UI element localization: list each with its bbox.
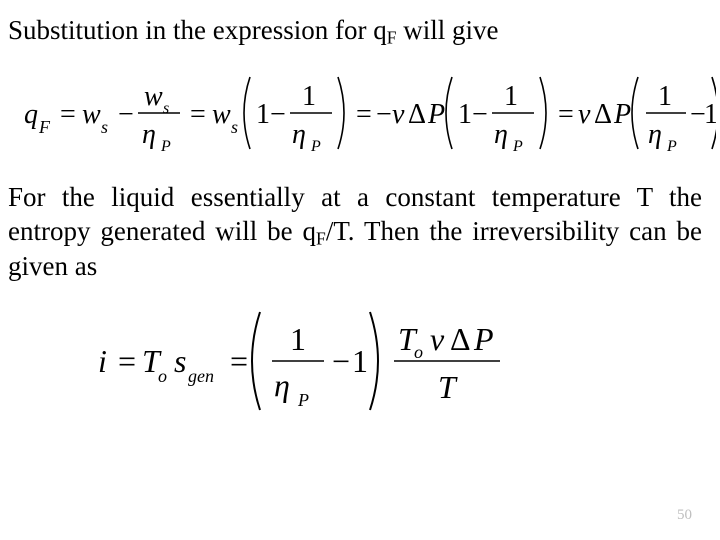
- equation-qf-svg: q F = w s − w s η P = w s 1 − 1 η P = − …: [24, 71, 716, 155]
- svg-text:=: =: [356, 99, 372, 130]
- para1-text-after: will give: [397, 15, 499, 45]
- svg-text:w: w: [82, 99, 101, 130]
- svg-text:s: s: [163, 100, 169, 117]
- svg-text:1: 1: [290, 321, 306, 357]
- svg-text:η: η: [494, 119, 508, 150]
- svg-text:i: i: [98, 343, 107, 379]
- para1-text-before: Substitution in the expression for q: [8, 15, 387, 45]
- svg-text:1: 1: [256, 99, 270, 130]
- svg-text:η: η: [648, 119, 662, 150]
- svg-text:ν: ν: [578, 99, 591, 130]
- svg-text:−: −: [376, 99, 392, 130]
- svg-text:P: P: [427, 99, 445, 130]
- svg-text:Δ: Δ: [594, 99, 612, 130]
- svg-text:P: P: [297, 390, 309, 410]
- svg-text:=: =: [230, 343, 248, 379]
- svg-text:P: P: [310, 138, 321, 155]
- svg-text:1: 1: [658, 81, 672, 112]
- svg-text:P: P: [160, 138, 171, 155]
- page-number: 50: [677, 507, 692, 524]
- svg-text:−: −: [270, 99, 286, 130]
- svg-text:=: =: [190, 99, 206, 130]
- svg-text:o: o: [158, 366, 167, 386]
- svg-text:s: s: [174, 343, 186, 379]
- svg-text:P: P: [473, 321, 494, 357]
- svg-text:1: 1: [504, 81, 518, 112]
- svg-text:Δ: Δ: [450, 321, 471, 357]
- svg-text:Δ: Δ: [408, 99, 426, 130]
- svg-text:q: q: [24, 99, 38, 130]
- svg-text:w: w: [212, 99, 231, 130]
- svg-text:η: η: [274, 367, 290, 403]
- svg-text:=: =: [558, 99, 574, 130]
- equation-irreversibility: i = T o s gen = 1 η P − 1 T o ν Δ P T: [98, 306, 686, 416]
- svg-text:−: −: [118, 99, 134, 130]
- svg-text:=: =: [60, 99, 76, 130]
- para2-sub1: F: [316, 228, 326, 248]
- equation-i-svg: i = T o s gen = 1 η P − 1 T o ν Δ P T: [98, 306, 528, 416]
- svg-text:=: =: [118, 343, 136, 379]
- svg-text:η: η: [142, 119, 156, 150]
- svg-text:s: s: [231, 117, 238, 137]
- svg-text:η: η: [292, 119, 306, 150]
- svg-text:1: 1: [352, 343, 368, 379]
- svg-text:−: −: [472, 99, 488, 130]
- para1-subscript: F: [387, 27, 397, 47]
- svg-text:ν: ν: [430, 321, 445, 357]
- paragraph-intro: Substitution in the expression for qF wi…: [8, 14, 702, 49]
- svg-text:o: o: [414, 342, 423, 362]
- svg-text:−: −: [332, 343, 350, 379]
- svg-text:w: w: [144, 81, 163, 112]
- svg-text:P: P: [613, 99, 631, 130]
- svg-text:P: P: [666, 138, 677, 155]
- equation-qf: q F = w s − w s η P = w s 1 − 1 η P = − …: [24, 71, 686, 155]
- svg-text:s: s: [101, 117, 108, 137]
- paragraph-body: For the liquid essentially at a constant…: [8, 181, 702, 284]
- svg-text:T: T: [438, 369, 458, 405]
- svg-text:ν: ν: [392, 99, 405, 130]
- svg-text:1: 1: [302, 81, 316, 112]
- svg-text:1: 1: [704, 99, 716, 130]
- svg-text:gen: gen: [188, 366, 214, 386]
- svg-text:1: 1: [458, 99, 472, 130]
- svg-text:F: F: [38, 117, 51, 137]
- svg-text:P: P: [512, 138, 523, 155]
